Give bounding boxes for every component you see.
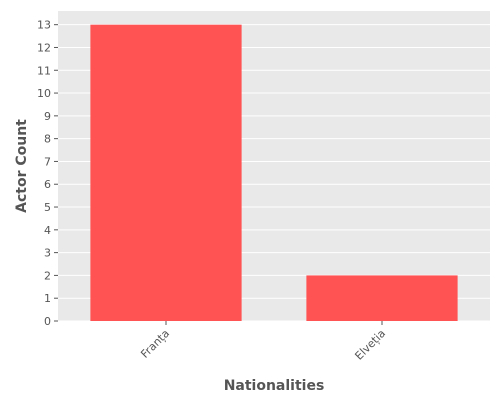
y-tick-label: 7 <box>44 155 51 168</box>
bar <box>306 275 458 321</box>
y-tick-label: 10 <box>37 87 51 100</box>
x-tick-label: Elveția <box>352 327 388 363</box>
y-tick-label: 5 <box>44 201 51 214</box>
y-tick-label: 12 <box>37 41 51 54</box>
y-tick-label: 8 <box>44 133 51 146</box>
bar <box>90 24 242 321</box>
y-tick-label: 4 <box>44 224 51 237</box>
x-axis: Franța Elveția <box>138 321 388 363</box>
y-tick-label: 3 <box>44 247 51 260</box>
x-axis-title: Nationalities <box>224 378 325 394</box>
x-tick-label: Franța <box>138 327 172 361</box>
y-tick-label: 11 <box>37 64 51 77</box>
y-tick-label: 2 <box>44 269 51 282</box>
y-tick-label: 1 <box>44 292 51 305</box>
bars <box>90 24 458 321</box>
y-tick-label: 13 <box>37 19 51 32</box>
y-tick-label: 0 <box>44 315 51 328</box>
y-axis-title: Actor Count <box>14 119 30 213</box>
y-tick-label: 9 <box>44 110 51 123</box>
y-tick-label: 6 <box>44 178 51 191</box>
